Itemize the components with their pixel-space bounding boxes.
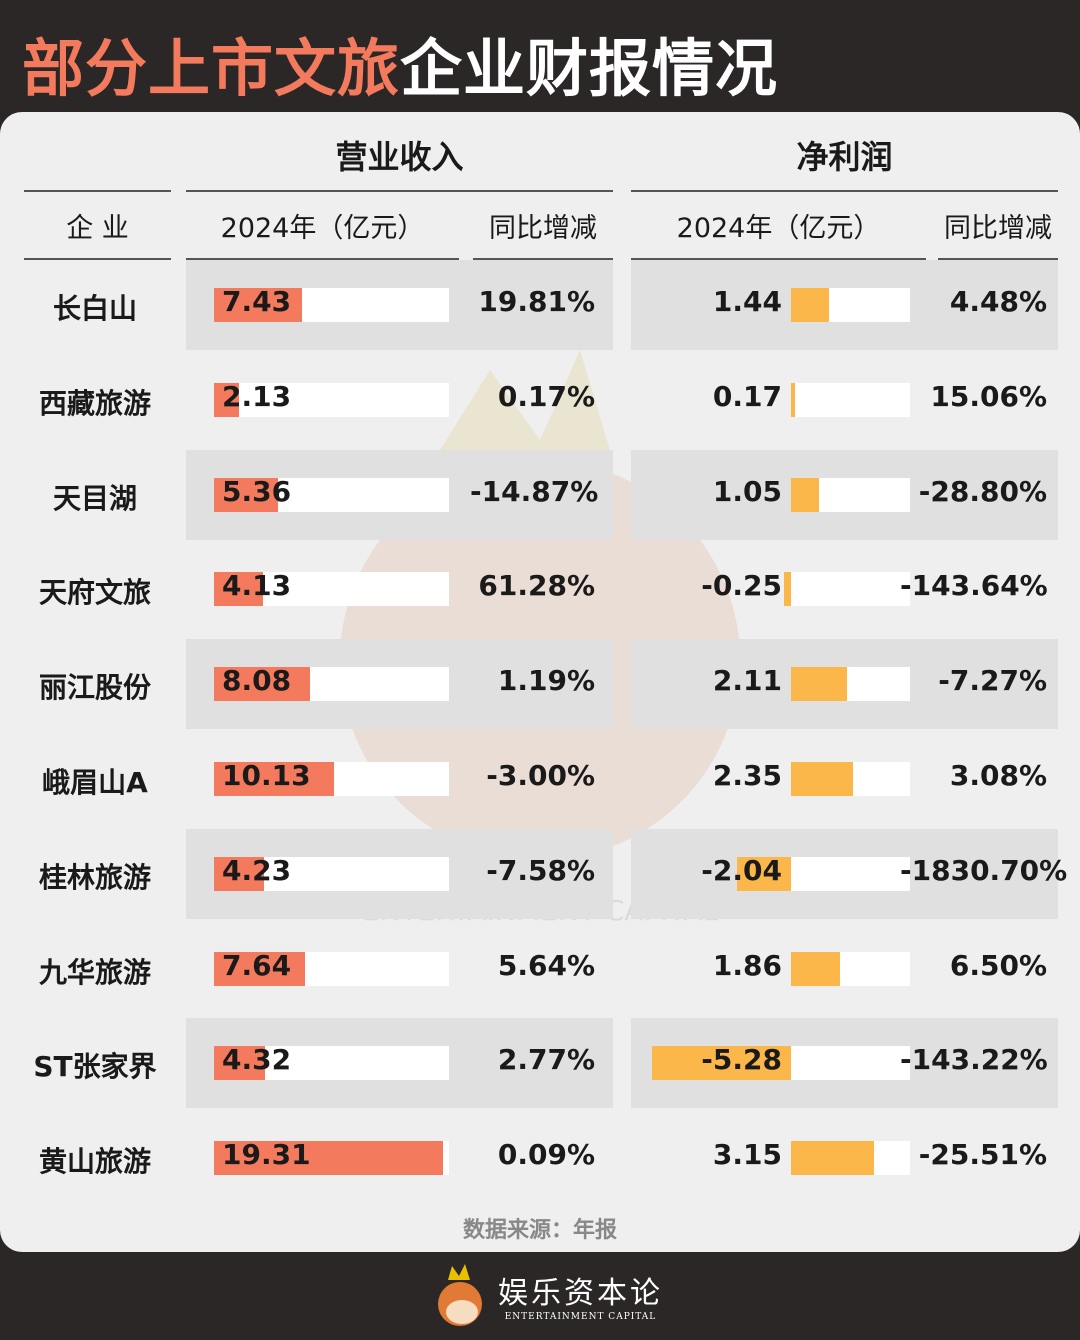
revenue-yoy: 0.09%	[497, 1138, 595, 1172]
page-title: 部分上市文旅企业财报情况	[22, 32, 779, 105]
company-name: 丽江股份	[38, 671, 151, 705]
brand-logo: 娱乐资本论 ENTERTAINMENT CAPITAL	[428, 1262, 663, 1328]
profit-value: -2.04	[701, 853, 782, 887]
revenue-yoy: 61.28%	[478, 569, 595, 603]
revenue-bar	[214, 856, 265, 891]
divider	[186, 190, 613, 192]
profit-value: 2.11	[712, 664, 782, 698]
column-header-revenue: 2024年（亿元）	[220, 213, 425, 244]
group-header-profit: 净利润	[796, 138, 893, 176]
company-name: 天目湖	[52, 481, 137, 515]
revenue-bar	[214, 762, 335, 796]
profit-bar	[784, 572, 791, 607]
revenue-value: 7.43	[222, 285, 292, 318]
company-name: 黄山旅游	[38, 1145, 151, 1179]
divider	[938, 258, 1058, 260]
profit-bar-track	[791, 856, 910, 891]
revenue-bar	[214, 288, 303, 322]
column-header-company: 企 业	[66, 213, 129, 244]
profit-bar-track	[791, 572, 910, 607]
revenue-value: 8.08	[222, 664, 292, 698]
revenue-bar	[214, 382, 240, 417]
revenue-bar	[214, 572, 263, 607]
profit-value: 2.35	[712, 759, 782, 792]
profit-bar-track	[791, 382, 910, 417]
column-header-revenue-yoy: 同比增减	[489, 213, 597, 244]
profit-yoy: -143.64%	[900, 569, 1048, 603]
company-name: ST张家界	[33, 1050, 157, 1084]
revenue-yoy: 0.17%	[497, 379, 595, 413]
revenue-value: 4.23	[222, 853, 292, 887]
mascot-icon	[438, 1264, 482, 1326]
profit-bar-track	[791, 1046, 910, 1081]
profit-yoy: 3.08%	[949, 759, 1047, 792]
revenue-yoy: -3.00%	[486, 759, 595, 792]
revenue-value: 4.32	[222, 1043, 292, 1077]
company-name: 峨眉山A	[42, 766, 148, 799]
divider	[631, 258, 926, 260]
column-header-profit: 2024年（亿元）	[676, 213, 881, 244]
profit-yoy: 15.06%	[930, 379, 1047, 413]
divider	[186, 258, 459, 260]
company-name: 桂林旅游	[38, 860, 151, 894]
profit-value: -0.25	[701, 569, 782, 603]
profit-value: 1.05	[712, 474, 782, 508]
revenue-yoy: -7.58%	[486, 853, 595, 887]
company-name: 长白山	[52, 292, 137, 325]
profit-bar	[737, 856, 791, 891]
profit-yoy: -7.27%	[938, 664, 1047, 698]
revenue-bar	[214, 1046, 266, 1081]
revenue-value: 7.64	[222, 948, 292, 982]
profit-yoy: -143.22%	[900, 1043, 1048, 1077]
company-name: 西藏旅游	[38, 386, 151, 420]
profit-bar	[791, 288, 830, 322]
column-header-profit-yoy: 同比增减	[944, 213, 1052, 244]
profit-bar	[791, 762, 854, 796]
profit-value: 1.86	[712, 948, 782, 982]
profit-yoy: -28.80%	[918, 474, 1047, 508]
revenue-yoy: -14.87%	[470, 474, 599, 508]
profit-bar	[791, 477, 819, 512]
profit-yoy: -1830.70%	[900, 853, 1068, 887]
revenue-yoy: 2.77%	[497, 1043, 595, 1077]
revenue-yoy: 5.64%	[497, 948, 595, 982]
company-name: 九华旅游	[38, 955, 151, 989]
company-name: 天府文旅	[38, 576, 151, 610]
revenue-yoy: 1.19%	[497, 664, 595, 698]
profit-bar	[651, 1046, 791, 1081]
profit-value: 1.44	[712, 285, 782, 318]
group-header-revenue: 营业收入	[335, 138, 464, 176]
profit-value: -5.28	[701, 1043, 782, 1077]
divider	[473, 258, 613, 260]
profit-yoy: -25.51%	[918, 1138, 1047, 1172]
profit-yoy: 6.50%	[949, 948, 1047, 982]
divider	[24, 190, 171, 192]
revenue-value: 10.13	[222, 759, 311, 792]
revenue-value: 2.13	[222, 379, 292, 413]
revenue-bar	[214, 951, 305, 986]
profit-bar	[791, 382, 796, 417]
revenue-value: 5.36	[222, 474, 292, 508]
profit-bar	[791, 667, 847, 702]
revenue-value: 4.13	[222, 569, 292, 603]
profit-bar	[791, 1141, 875, 1176]
revenue-yoy: 19.81%	[478, 285, 595, 318]
revenue-bar-track	[214, 382, 449, 417]
revenue-bar	[214, 1141, 443, 1176]
revenue-bar	[214, 667, 310, 702]
profit-bar	[791, 951, 841, 986]
profit-value: 0.17	[712, 379, 782, 413]
revenue-value: 19.31	[222, 1138, 311, 1172]
profit-value: 3.15	[712, 1138, 782, 1172]
revenue-bar	[214, 477, 278, 512]
divider	[24, 258, 171, 260]
divider	[631, 190, 1058, 192]
data-source: 数据来源：年报	[462, 1218, 617, 1243]
profit-yoy: 4.48%	[949, 285, 1047, 318]
